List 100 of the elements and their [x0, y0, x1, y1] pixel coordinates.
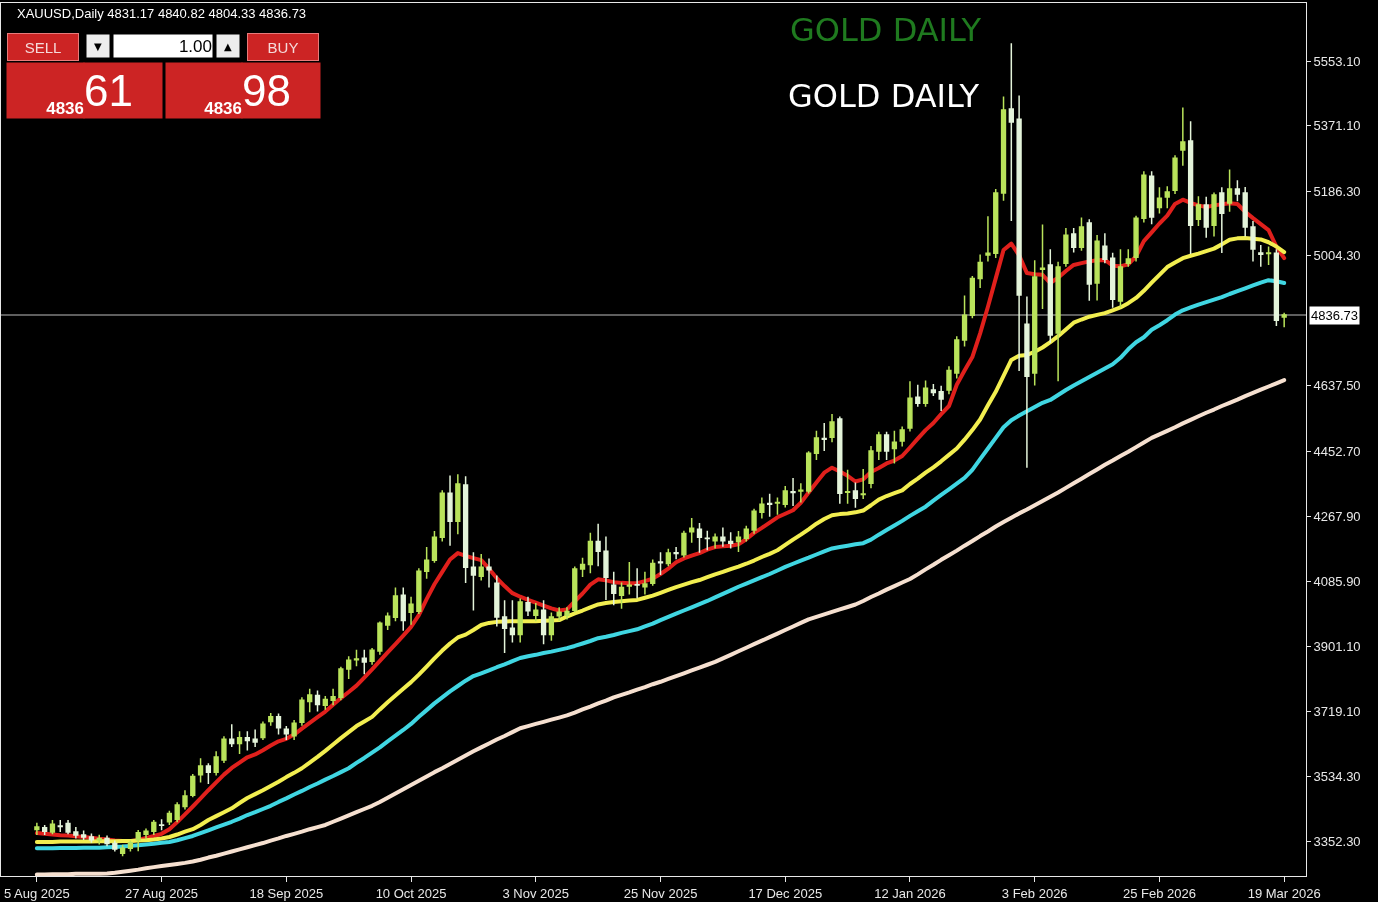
candlestick [899, 426, 905, 447]
candlestick [829, 414, 835, 443]
candlestick [556, 607, 562, 622]
x-tick-label: 25 Nov 2025 [623, 885, 698, 901]
candlestick [197, 758, 204, 783]
candlestick [1133, 215, 1139, 262]
candlestick [712, 533, 718, 549]
x-tick-label: 27 Aug 2025 [125, 885, 199, 901]
candlestick [821, 422, 827, 452]
candlestick [1195, 196, 1202, 226]
candlestick [229, 724, 235, 748]
candlestick [322, 695, 328, 710]
candlestick [1039, 224, 1046, 309]
candlestick [813, 430, 820, 460]
candlestick [377, 621, 383, 655]
candlestick [626, 561, 632, 595]
y-tick-label: 3534.30 [1313, 769, 1361, 785]
candlestick [564, 607, 570, 620]
annotation: 61 [84, 66, 133, 115]
candlestick [1273, 249, 1280, 326]
annotation: GOLD DAILY [788, 77, 980, 115]
candlestick [1008, 43, 1014, 222]
candlestick [650, 559, 656, 586]
candlestick [938, 385, 944, 412]
candlestick [798, 483, 804, 503]
candlestick [634, 568, 640, 599]
candlestick [80, 830, 87, 840]
candlestick [696, 522, 703, 553]
candlestick [1141, 171, 1147, 223]
candlestick [470, 552, 477, 611]
candlestick [1219, 187, 1225, 253]
candlestick [408, 596, 414, 625]
candlestick [1242, 186, 1248, 237]
candlestick [330, 688, 336, 706]
candlestick [883, 431, 890, 460]
candlestick [665, 548, 671, 567]
candlestick [236, 731, 243, 755]
candlestick [260, 721, 266, 740]
candlestick [993, 189, 999, 258]
candlestick [213, 751, 219, 776]
candlestick [1024, 296, 1030, 468]
candlestick [158, 819, 165, 831]
candlestick [907, 381, 913, 432]
candlestick [572, 566, 578, 613]
candlestick [1148, 171, 1155, 225]
candlestick [782, 486, 788, 508]
candlestick [385, 612, 391, 631]
candlestick [314, 690, 321, 712]
candlestick [1000, 96, 1007, 201]
y-tick-label: 5186.30 [1313, 183, 1361, 199]
candlestick [735, 531, 742, 553]
candlestick [291, 720, 297, 740]
candlestick [119, 844, 126, 857]
annotation: ▼ [94, 40, 102, 52]
candlestick [1234, 180, 1241, 202]
candlestick [533, 603, 539, 622]
candlestick [299, 697, 305, 726]
candlestick [190, 773, 196, 798]
x-tick-label: 3 Nov 2025 [502, 885, 570, 901]
y-tick-label: 3901.10 [1313, 639, 1361, 655]
candlestick [1226, 169, 1233, 212]
candlestick [143, 828, 149, 840]
candlestick [65, 819, 71, 835]
candlestick [767, 493, 773, 517]
candlestick [73, 827, 79, 839]
candlestick [1094, 235, 1100, 301]
candlestick [1063, 228, 1069, 267]
candlestick [790, 477, 796, 506]
candlestick [642, 571, 648, 595]
candlestick [135, 829, 141, 852]
candlestick [805, 451, 812, 494]
x-tick-label: 10 Oct 2025 [375, 885, 447, 901]
candlestick [104, 835, 110, 847]
candlestick [400, 587, 406, 631]
candlestick [494, 575, 500, 627]
candlestick [548, 612, 555, 641]
candlestick [689, 517, 695, 543]
candlestick [876, 431, 882, 460]
candlestick [501, 600, 508, 654]
candlestick [969, 275, 975, 319]
candlestick [587, 532, 594, 574]
candlestick [346, 656, 352, 679]
candlestick [275, 713, 282, 735]
candlestick [509, 600, 516, 643]
candlestick [1110, 252, 1116, 308]
candlestick [946, 366, 952, 395]
candlestick [961, 295, 968, 347]
annotation: 1.00 [178, 36, 212, 56]
candlestick [1032, 260, 1038, 386]
candlestick [1055, 261, 1061, 382]
candlestick [673, 547, 679, 560]
candlestick [720, 527, 726, 547]
candlestick [416, 568, 422, 615]
candlestick [221, 736, 227, 763]
chart-title: XAUUSD,Daily 4831.17 4840.82 4804.33 4836.73 [17, 5, 307, 21]
candlestick [595, 523, 601, 567]
candlestick [462, 476, 469, 583]
candlestick [922, 380, 929, 407]
candlestick [478, 554, 484, 581]
candlestick [283, 726, 289, 740]
